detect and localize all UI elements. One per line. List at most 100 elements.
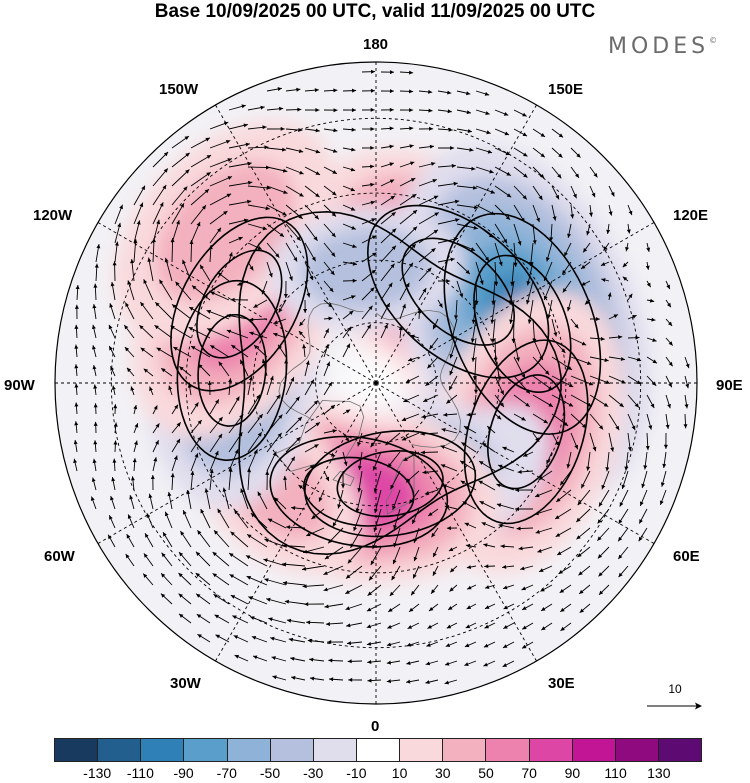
wind-arrow [418,162,436,168]
wind-arrow [387,622,401,629]
wind-arrow [418,126,434,131]
wind-arrow [74,421,79,434]
wind-arrow [263,558,287,567]
wind-arrow [494,147,511,156]
wind-arrow [342,204,356,211]
wind-arrow [266,375,274,396]
lon-label-0: 0 [371,718,380,735]
wind-arrow [418,247,436,263]
wind-arrow [247,204,270,211]
wind-arrow [197,633,211,643]
contour-ring [303,456,415,527]
wind-arrow [273,332,287,339]
wind-arrow [171,186,188,206]
wind-arrow [393,527,401,548]
wind-arrow [361,164,375,169]
wind-arrow [490,299,496,324]
wind-arrow [532,223,537,245]
wind-arrow [257,491,268,510]
wind-arrow [311,508,325,520]
wind-arrow [196,613,211,624]
wind-arrow [521,622,534,630]
wind-arrow [159,279,173,301]
wind-arrow [464,522,477,529]
wind-arrow [380,179,395,187]
wind-arrow [494,128,510,136]
wind-arrow [110,366,116,377]
wind-arrow [323,166,338,175]
wind-arrow [93,421,98,434]
wind-arrow [230,531,249,548]
wind-arrow [387,451,401,468]
lon-label-60e: 60E [673,548,700,565]
wind-arrow [187,383,192,396]
wind-arrow [626,223,631,234]
wind-arrow [251,636,268,643]
wind-arrow [342,343,351,358]
wind-arrow [213,593,230,605]
wind-arrow [285,436,301,453]
reference-vector-label: 10 [668,682,682,696]
wind-arrow [228,199,252,206]
wind-arrow [440,445,458,453]
wind-arrow [638,508,648,524]
wind-arrow [475,90,490,96]
wind-arrow [475,223,494,238]
wind-arrow [529,242,534,267]
colorbar-tick-label: 110 [604,765,627,781]
wind-arrow [380,89,394,94]
wind-arrow [608,185,615,197]
wind-arrow [494,204,511,221]
wind-arrow [304,422,321,434]
wind-arrow [608,413,620,431]
wind-arrow [399,177,416,187]
wind-arrow [546,451,553,465]
lon-label-90w: 90W [4,377,35,394]
wind-arrow [232,615,249,624]
wind-arrow [418,144,435,149]
wind-arrow [420,450,439,455]
wind-arrow [475,242,490,262]
wind-arrow [380,70,395,75]
wind-arrow [171,404,179,415]
wind-arrow [164,511,173,529]
wind-arrow [521,603,534,611]
wind-arrow [301,565,325,571]
wind-arrow [559,470,572,486]
colorbar-swatch [141,739,185,761]
wind-arrow [285,128,303,132]
colorbar-tick-label: -10 [346,765,367,781]
colorbar-tick-label: 90 [564,765,581,781]
wind-arrow [291,675,306,681]
wind-arrow [440,464,458,472]
wind-arrow [532,413,549,424]
wind-arrow [494,223,508,244]
wind-arrow [306,620,325,625]
wind-arrow [589,185,596,198]
wind-arrow [418,287,427,301]
wind-arrow [662,451,667,469]
wind-arrow [265,470,270,491]
wind-arrow [523,451,534,457]
wind-arrow [346,641,363,646]
wind-arrow [285,223,301,241]
wind-arrow [494,166,512,176]
wind-arrow [627,293,633,301]
wind-arrow [324,603,344,609]
wind-arrow [683,413,688,429]
wind-arrow [570,166,580,179]
wind-arrow [318,489,325,502]
wind-arrow [304,166,321,176]
wind-arrow [646,337,657,342]
wind-arrow [304,280,311,298]
wind-arrow [342,295,356,301]
wind-arrow [589,317,600,321]
wind-arrow [456,109,471,115]
colorbar-tick-label: 30 [435,765,451,781]
reference-vector: 10 [646,682,704,712]
wind-arrow [167,491,173,510]
wind-arrow [152,457,158,472]
wind-arrow [570,204,575,219]
wind-arrow [304,379,315,396]
wind-arrow [496,503,515,510]
